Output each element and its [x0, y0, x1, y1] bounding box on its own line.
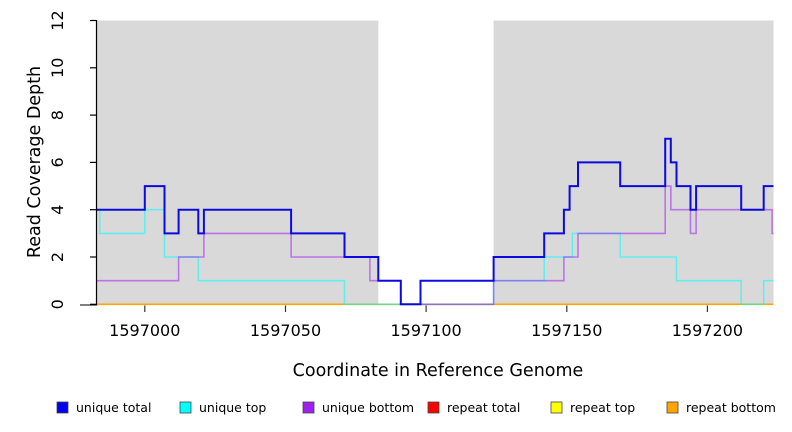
y-tick-label-0: 0: [48, 299, 67, 309]
legend-item-unique-total: unique total: [56, 400, 151, 415]
legend-label-unique-top: unique top: [199, 400, 266, 415]
x-tick-label-1597050: 1597050: [250, 321, 321, 340]
x-tick-label-1597100: 1597100: [390, 321, 461, 340]
legend-swatch-unique-top: [179, 401, 192, 414]
legend-label-repeat-bottom: repeat bottom: [686, 400, 776, 415]
y-tick-label-2: 2: [48, 252, 67, 262]
series-line-unique-total: [97, 137, 774, 306]
x-tick-label-1597200: 1597200: [672, 321, 743, 340]
legend-swatch-repeat-total: [427, 401, 440, 414]
y-tick-label-4: 4: [48, 205, 67, 215]
y-axis-title: Read Coverage Depth: [25, 66, 45, 258]
legend-item-unique-bottom: unique bottom: [302, 400, 414, 415]
legend-item-repeat-total: repeat total: [427, 400, 520, 415]
shaded-region-1: [493, 20, 774, 305]
legend-label-unique-bottom: unique bottom: [322, 400, 414, 415]
y-tick-label-10: 10: [48, 58, 67, 78]
legend-swatch-repeat-bottom: [666, 401, 679, 414]
x-tick-label-1597150: 1597150: [531, 321, 602, 340]
legend-label-unique-total: unique total: [76, 400, 151, 415]
shaded-region-0: [97, 20, 379, 305]
legend: unique total unique top unique bottom repea…: [56, 400, 776, 415]
legend-swatch-unique-total: [56, 401, 69, 414]
y-tick-label-12: 12: [48, 10, 67, 30]
legend-swatch-unique-bottom: [302, 401, 315, 414]
y-tick-label-8: 8: [48, 110, 67, 120]
legend-item-repeat-bottom: repeat bottom: [666, 400, 776, 415]
x-axis-title: Coordinate in Reference Genome: [293, 361, 584, 381]
legend-swatch-repeat-top: [550, 401, 563, 414]
x-axis-ticks: 1597000 1597050 1597100 1597150 1597200: [109, 305, 743, 340]
legend-label-repeat-total: repeat total: [447, 400, 520, 415]
series-lines: [97, 137, 774, 306]
legend-item-unique-top: unique top: [179, 400, 266, 415]
legend-item-repeat-top: repeat top: [550, 400, 635, 415]
series-line-unique-bottom: [97, 185, 774, 306]
legend-label-repeat-top: repeat top: [570, 400, 635, 415]
y-tick-label-6: 6: [48, 157, 67, 167]
shaded-regions: [97, 20, 774, 305]
y-axis-ticks: 0 2 4 6 8 10 12: [48, 10, 97, 309]
x-tick-label-1597000: 1597000: [109, 321, 180, 340]
